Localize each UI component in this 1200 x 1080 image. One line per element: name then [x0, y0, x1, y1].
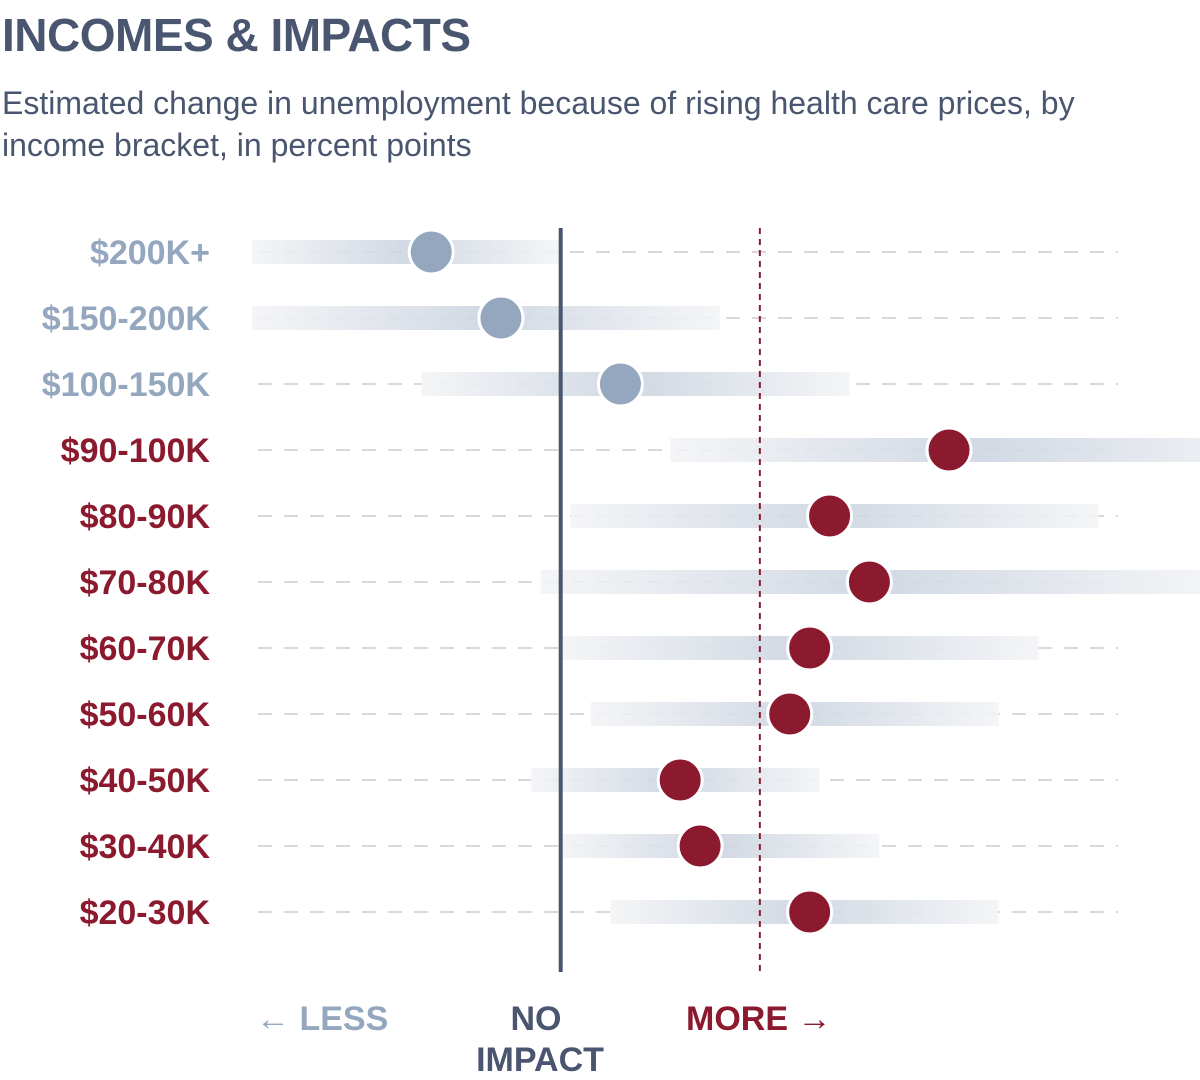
estimate-dots: [407, 228, 973, 936]
legend-no-impact-line1: NO: [511, 1000, 562, 1038]
direction-legend: ← LESS NO IMPACT MORE →: [256, 1000, 831, 1079]
income-bracket-label: $50-60K: [80, 696, 211, 734]
income-bracket-label: $20-30K: [80, 894, 211, 932]
income-bracket-label: $200K+: [90, 234, 210, 272]
income-bracket-label: $100-150K: [42, 366, 211, 404]
estimate-dot: [806, 492, 854, 540]
income-bracket-label: $90-100K: [61, 432, 211, 470]
income-bracket-label: $150-200K: [42, 300, 211, 338]
estimate-dot: [676, 822, 724, 870]
estimate-dot: [596, 360, 644, 408]
income-bracket-label: $30-40K: [80, 828, 211, 866]
estimate-dot: [845, 558, 893, 606]
income-bracket-label: $60-70K: [80, 630, 211, 668]
estimate-dot: [407, 228, 455, 276]
chart-subtitle: Estimated change in unemployment because…: [2, 85, 1075, 163]
estimate-dot: [656, 756, 704, 804]
income-bracket-label: $70-80K: [80, 564, 211, 602]
estimate-dot: [925, 426, 973, 474]
estimate-dot: [786, 624, 834, 672]
chart-title: INCOMES & IMPACTS: [2, 9, 471, 61]
row-labels: $200K+ $150-200K $100-150K $90-100K $80-90K $…: [42, 234, 211, 932]
estimate-dot: [766, 690, 814, 738]
legend-less: ← LESS: [256, 1000, 388, 1038]
estimate-dot: [786, 888, 834, 936]
range-band: [252, 240, 561, 264]
income-bracket-label: $40-50K: [80, 762, 211, 800]
income-bracket-label: $80-90K: [80, 498, 211, 536]
legend-no-impact-line2: IMPACT: [476, 1041, 604, 1079]
legend-more: MORE →: [686, 1000, 831, 1038]
estimate-dot: [477, 294, 525, 342]
